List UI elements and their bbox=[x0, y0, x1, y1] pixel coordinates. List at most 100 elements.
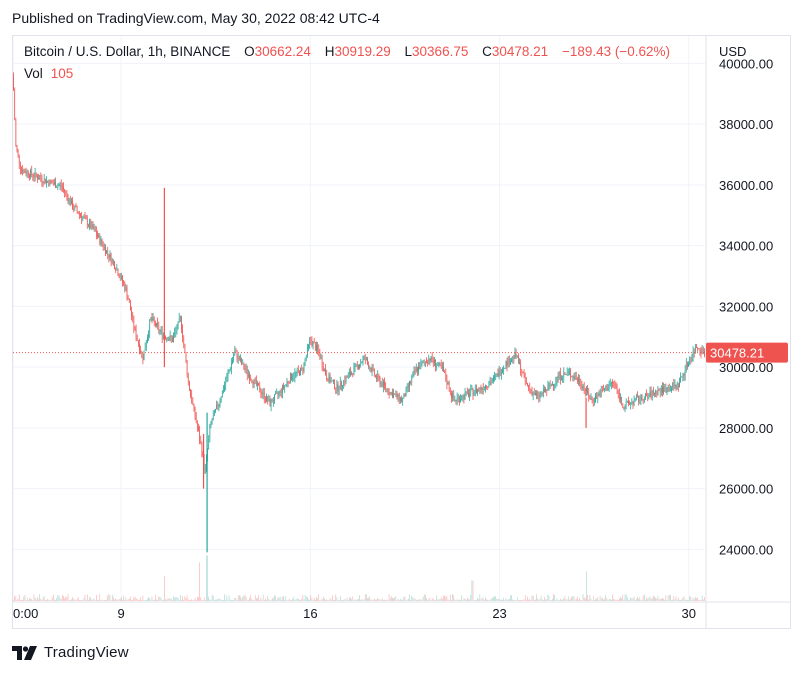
volume-bar bbox=[290, 600, 291, 601]
candle-body bbox=[562, 378, 563, 380]
volume-bar bbox=[16, 599, 18, 601]
volume-bar bbox=[52, 594, 54, 601]
volume-bar bbox=[338, 600, 340, 601]
candle-body bbox=[623, 407, 625, 409]
candle-body bbox=[595, 395, 596, 402]
volume-bar bbox=[77, 596, 79, 601]
volume-bar bbox=[63, 596, 64, 601]
candle-body bbox=[523, 372, 525, 375]
candle-body bbox=[47, 180, 48, 182]
volume-bar bbox=[564, 596, 566, 601]
candle-body bbox=[427, 362, 428, 364]
volume-bar bbox=[588, 599, 590, 601]
candle-body bbox=[651, 390, 653, 398]
volume-bar bbox=[379, 599, 381, 601]
volume-bar bbox=[68, 600, 70, 601]
volume-bar bbox=[143, 599, 145, 601]
symbol-title[interactable]: Bitcoin / U.S. Dollar, 1h, BINANCE bbox=[24, 44, 231, 59]
volume-bar bbox=[556, 598, 558, 601]
candle-body bbox=[571, 375, 573, 378]
candle-body bbox=[521, 372, 523, 374]
volume-bar bbox=[516, 597, 518, 601]
volume-bar bbox=[170, 598, 172, 601]
volume-bar bbox=[625, 594, 627, 601]
volume-bar bbox=[695, 596, 696, 601]
volume-bar bbox=[128, 598, 130, 601]
tradingview-logo[interactable]: TradingView bbox=[12, 644, 129, 661]
candle-body bbox=[570, 371, 571, 376]
candle-body bbox=[391, 392, 392, 393]
candle-body bbox=[84, 217, 86, 218]
candle-body bbox=[437, 365, 439, 366]
close-label: C bbox=[482, 44, 492, 59]
volume-bar bbox=[434, 600, 435, 601]
candle-body bbox=[195, 416, 197, 423]
candle-body bbox=[335, 388, 337, 390]
volume-bar bbox=[316, 596, 317, 601]
candle-body bbox=[540, 392, 542, 395]
candle-body bbox=[270, 399, 272, 407]
volume-bar bbox=[258, 594, 259, 601]
candle-body bbox=[552, 384, 553, 385]
volume-bar bbox=[111, 594, 113, 601]
volume-bar bbox=[633, 596, 635, 601]
candle-body bbox=[498, 369, 500, 377]
volume-bar bbox=[511, 595, 512, 601]
candle-body bbox=[574, 376, 576, 379]
volume-bar bbox=[147, 598, 148, 601]
volume-bar bbox=[400, 598, 401, 601]
volume-bar bbox=[554, 594, 556, 601]
candle-body bbox=[683, 374, 685, 376]
candle-body bbox=[598, 393, 600, 395]
candle-body bbox=[104, 246, 105, 248]
volume-bar bbox=[251, 598, 253, 601]
volume-bar bbox=[490, 598, 492, 601]
candle-body bbox=[366, 358, 367, 360]
candle-body bbox=[96, 231, 97, 236]
candle-body bbox=[192, 401, 194, 405]
volume-bar bbox=[280, 599, 282, 601]
candle-body bbox=[67, 195, 69, 202]
candle-body bbox=[80, 214, 81, 216]
volume-bar bbox=[637, 596, 638, 601]
candle-body bbox=[640, 394, 642, 401]
candle-body bbox=[585, 389, 586, 392]
volume-bar bbox=[174, 597, 175, 601]
candle-body bbox=[695, 347, 696, 354]
volume-bar bbox=[438, 599, 440, 601]
candle-body bbox=[697, 347, 698, 349]
candle-body bbox=[473, 392, 475, 396]
candle-body bbox=[170, 335, 172, 339]
candle-body bbox=[253, 379, 255, 385]
candle-body bbox=[239, 355, 240, 361]
volume-bar bbox=[415, 600, 417, 601]
volume-bar bbox=[655, 597, 656, 601]
chart-frame[interactable]: USD 40000.00 38000.00 36000.00 34000.00 32000… bbox=[12, 35, 791, 629]
volume-bar bbox=[604, 598, 605, 601]
candle-body bbox=[316, 345, 317, 351]
candle-body bbox=[353, 366, 355, 375]
volume-bar bbox=[684, 599, 686, 601]
candle-body bbox=[143, 350, 145, 361]
y-tick-label: 36000.00 bbox=[719, 178, 773, 193]
candle-body bbox=[415, 367, 417, 372]
volume-bar bbox=[599, 595, 601, 601]
candle-body bbox=[591, 398, 593, 400]
candle-body bbox=[362, 358, 364, 363]
volume-bar bbox=[502, 600, 503, 601]
candle-body bbox=[392, 392, 393, 398]
y-tick-label: 32000.00 bbox=[719, 299, 773, 314]
candle-body bbox=[178, 318, 180, 322]
candle-body bbox=[413, 370, 415, 374]
volume-bar bbox=[612, 594, 613, 601]
y-tick-label: 40000.00 bbox=[719, 56, 773, 71]
candle-body bbox=[325, 368, 326, 375]
candle-body bbox=[374, 368, 375, 376]
candle-body bbox=[581, 385, 583, 389]
candle-body bbox=[582, 386, 584, 389]
candle-body bbox=[516, 355, 518, 357]
volume-bar bbox=[234, 597, 236, 601]
candle-body bbox=[13, 75, 14, 91]
volume-bar bbox=[698, 600, 700, 601]
